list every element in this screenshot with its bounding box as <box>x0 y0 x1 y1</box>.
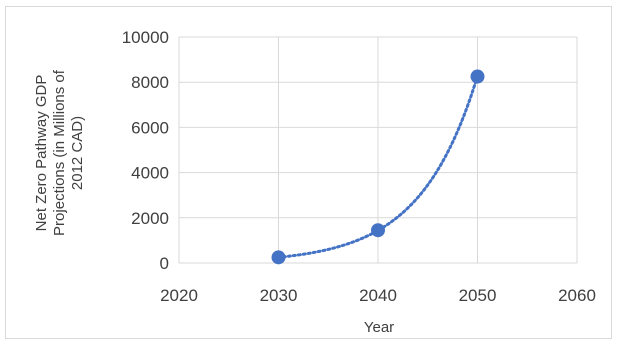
y-tick-label: 4000 <box>131 164 169 183</box>
x-tick-label: 2020 <box>160 286 198 305</box>
y-axis-title-line-1: Net Zero Pathway GDP <box>33 75 50 232</box>
y-tick-label: 0 <box>160 254 169 273</box>
y-tick-label: 6000 <box>131 118 169 137</box>
x-axis-title: Year <box>364 319 394 336</box>
y-tick-label: 8000 <box>131 73 169 92</box>
data-point <box>470 69 485 84</box>
x-tick-label: 2040 <box>359 286 397 305</box>
y-axis-title-line-2: Projections (in Millions of <box>51 69 68 236</box>
data-points <box>271 69 485 265</box>
y-tick-label: 2000 <box>131 209 169 228</box>
y-tick-labels: 0 2000 4000 6000 8000 10000 <box>122 28 169 273</box>
x-tick-label: 2030 <box>260 286 298 305</box>
y-axis-title: Net Zero Pathway GDP Projections (in Mil… <box>33 69 86 236</box>
data-point <box>271 250 286 265</box>
x-tick-label: 2060 <box>558 286 596 305</box>
y-axis-title-line-3: 2012 CAD) <box>69 116 86 190</box>
y-tick-label: 10000 <box>122 28 169 47</box>
data-point <box>371 223 385 238</box>
x-tick-label: 2050 <box>459 286 497 305</box>
x-tick-labels: 2020 2030 2040 2050 2060 <box>160 286 596 305</box>
